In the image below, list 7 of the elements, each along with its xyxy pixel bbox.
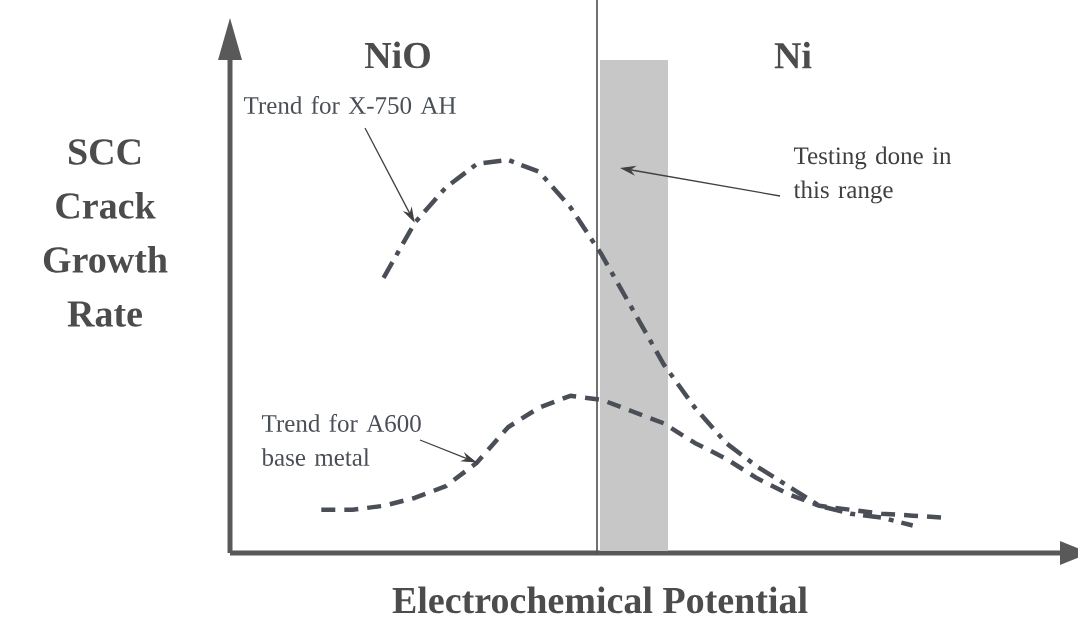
text: NiO (364, 41, 430, 69)
x-axis-title: Electrochemical Potential (392, 586, 808, 614)
text: Ni (774, 41, 812, 69)
text: Trend for X-750 AH (244, 96, 456, 114)
series-label: Trend for A600 base metal (261, 414, 421, 466)
annotation: Testing done in this range (793, 146, 952, 204)
y-axis-title: SCC Crack Growth Rate (43, 139, 168, 327)
